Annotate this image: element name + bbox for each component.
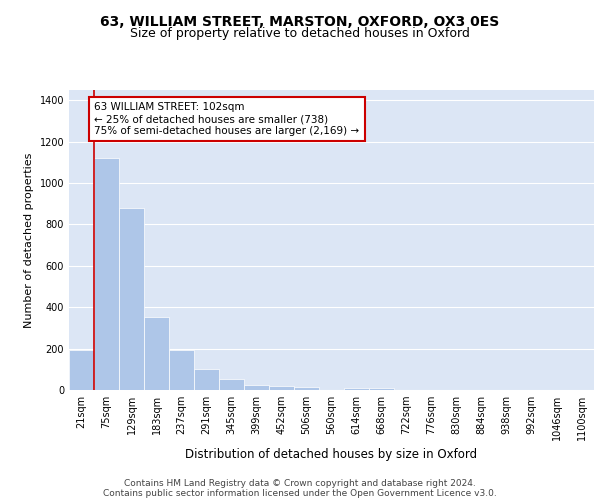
Bar bbox=[219, 378, 244, 390]
Bar bbox=[344, 388, 369, 390]
Y-axis label: Number of detached properties: Number of detached properties bbox=[24, 152, 34, 328]
Bar bbox=[294, 387, 319, 390]
Bar bbox=[94, 158, 119, 390]
Bar bbox=[269, 386, 294, 390]
Text: Contains public sector information licensed under the Open Government Licence v3: Contains public sector information licen… bbox=[103, 488, 497, 498]
Bar bbox=[244, 385, 269, 390]
Bar bbox=[194, 370, 219, 390]
Text: Size of property relative to detached houses in Oxford: Size of property relative to detached ho… bbox=[130, 28, 470, 40]
Bar bbox=[69, 350, 94, 390]
Text: Contains HM Land Registry data © Crown copyright and database right 2024.: Contains HM Land Registry data © Crown c… bbox=[124, 478, 476, 488]
X-axis label: Distribution of detached houses by size in Oxford: Distribution of detached houses by size … bbox=[185, 448, 478, 462]
Text: 63, WILLIAM STREET, MARSTON, OXFORD, OX3 0ES: 63, WILLIAM STREET, MARSTON, OXFORD, OX3… bbox=[100, 15, 500, 29]
Bar bbox=[169, 350, 194, 390]
Bar bbox=[119, 208, 144, 390]
Bar bbox=[369, 388, 394, 390]
Bar bbox=[144, 316, 169, 390]
Text: 63 WILLIAM STREET: 102sqm
← 25% of detached houses are smaller (738)
75% of semi: 63 WILLIAM STREET: 102sqm ← 25% of detac… bbox=[95, 102, 359, 136]
